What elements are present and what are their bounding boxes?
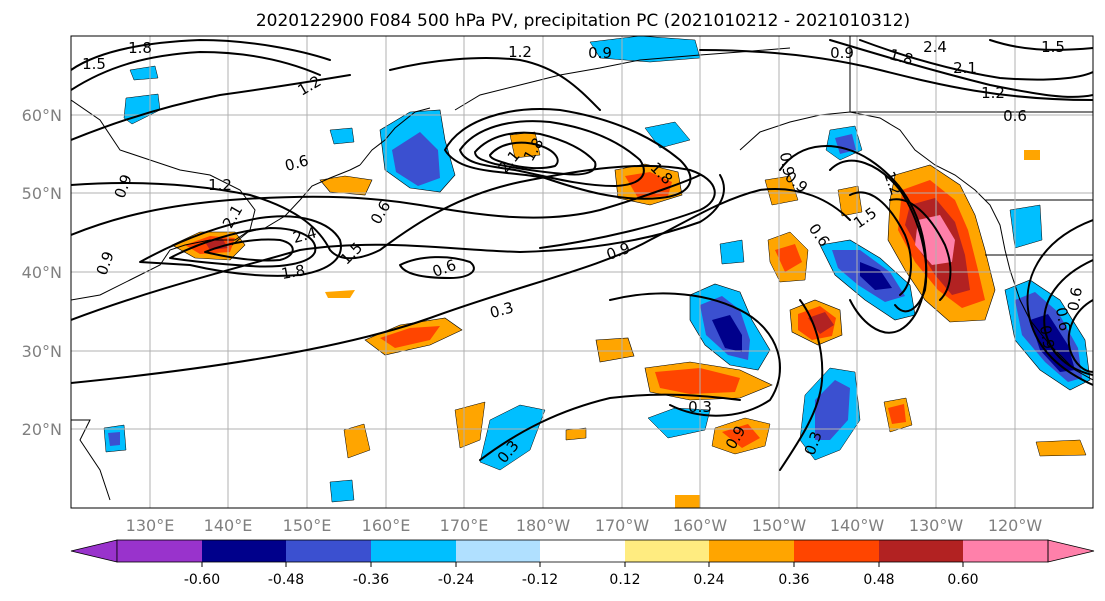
colorbar-tick-label: -0.12 [522,572,558,588]
colorbar-tick-label: 0.12 [609,572,640,588]
lat-tick-label: 20°N [22,420,62,439]
colorbar-segment [117,540,202,562]
colorbar-segment [286,540,371,562]
contour-label: 1.8 [280,261,307,283]
lat-tick-label: 40°N [22,263,62,282]
lon-tick-label: 140°E [204,516,253,535]
lon-tick-label: 160°E [362,516,411,535]
contour-label: 0.6 [1003,107,1027,125]
contour-label: 1.5 [82,55,106,73]
contour-label: 0.9 [588,44,612,62]
lon-tick-label: 180°W [516,516,571,535]
colorbar-ticks [201,562,964,567]
colorbar-segment [456,540,540,562]
colorbar-segment [202,540,286,562]
lat-tick-label: 60°N [22,106,62,125]
contour-label: 1.2 [508,43,532,61]
latitude-labels: 60°N 50°N 40°N 30°N 20°N [22,106,62,439]
lon-tick-label: 170°W [595,516,650,535]
colorbar-extend-high [1047,539,1095,563]
colorbar-tick-label: 0.48 [863,572,894,588]
colorbar-segment [879,540,963,562]
contour-label: 1.8 [128,39,152,57]
lat-tick-label: 30°N [22,342,62,361]
colorbar-tick-label: 0.36 [778,572,809,588]
lon-tick-label: 140°W [830,516,885,535]
lon-tick-label: 130°E [126,516,175,535]
contour-label: 0.9 [1036,324,1058,351]
colorbar-segment [963,540,1048,562]
lon-tick-label: 170°E [440,516,489,535]
colorbar-segment [794,540,879,562]
lat-tick-label: 50°N [22,184,62,203]
contour-label: 1.2 [208,176,232,194]
colorbar-segment [540,540,625,562]
colorbar-tick-label: -0.36 [353,572,389,588]
colorbar-segment [709,540,794,562]
colorbar-segment [371,540,456,562]
contour-label: 0.6 [283,151,311,175]
contour-label: 1.2 [981,84,1005,102]
colorbar-tick-label: -0.48 [268,572,304,588]
contour-label: 0.9 [830,44,854,62]
map-panel: 1.8 1.5 1.2 0.9 1.2 0.9 2.4 2.1 1.2 1.5 … [71,36,1093,508]
contour-label: 0.6 [1064,286,1086,313]
colorbar-tick-label: 0.24 [693,572,724,588]
colorbar-tick-label: -0.24 [438,572,474,588]
contour-label: 0.9 [776,151,798,178]
lon-tick-label: 150°E [283,516,332,535]
contour-label: 2.4 [291,223,319,247]
longitude-labels: 130°E 140°E 150°E 160°E 170°E 180°W 170°… [126,516,1043,535]
colorbar-segment [625,540,709,562]
lon-tick-label: 120°W [988,516,1043,535]
lon-tick-label: 150°W [752,516,807,535]
contour-label: 0.6 [1052,306,1074,333]
contour-label: 2.1 [953,59,977,77]
colorbar-tick-label: 0.60 [947,572,978,588]
figure-title: 2020122900 F084 500 hPa PV, precipitatio… [256,11,910,31]
colorbar: -0.60 -0.48 -0.36 -0.24 -0.12 0.12 0.24 … [70,539,1095,588]
colorbar-tick-label: -0.60 [184,572,220,588]
contour-label: 2.4 [923,38,947,56]
map-frame [70,35,1094,509]
contour-label: 1.8 [887,45,915,69]
colorbar-extend-low [70,539,118,563]
pv-contours [71,39,1093,471]
contour-label: 0.3 [688,398,712,416]
contour-label: 0.3 [488,298,516,322]
lon-tick-label: 130°W [909,516,964,535]
contour-label: 1.5 [1041,38,1065,56]
lon-tick-label: 160°W [673,516,728,535]
